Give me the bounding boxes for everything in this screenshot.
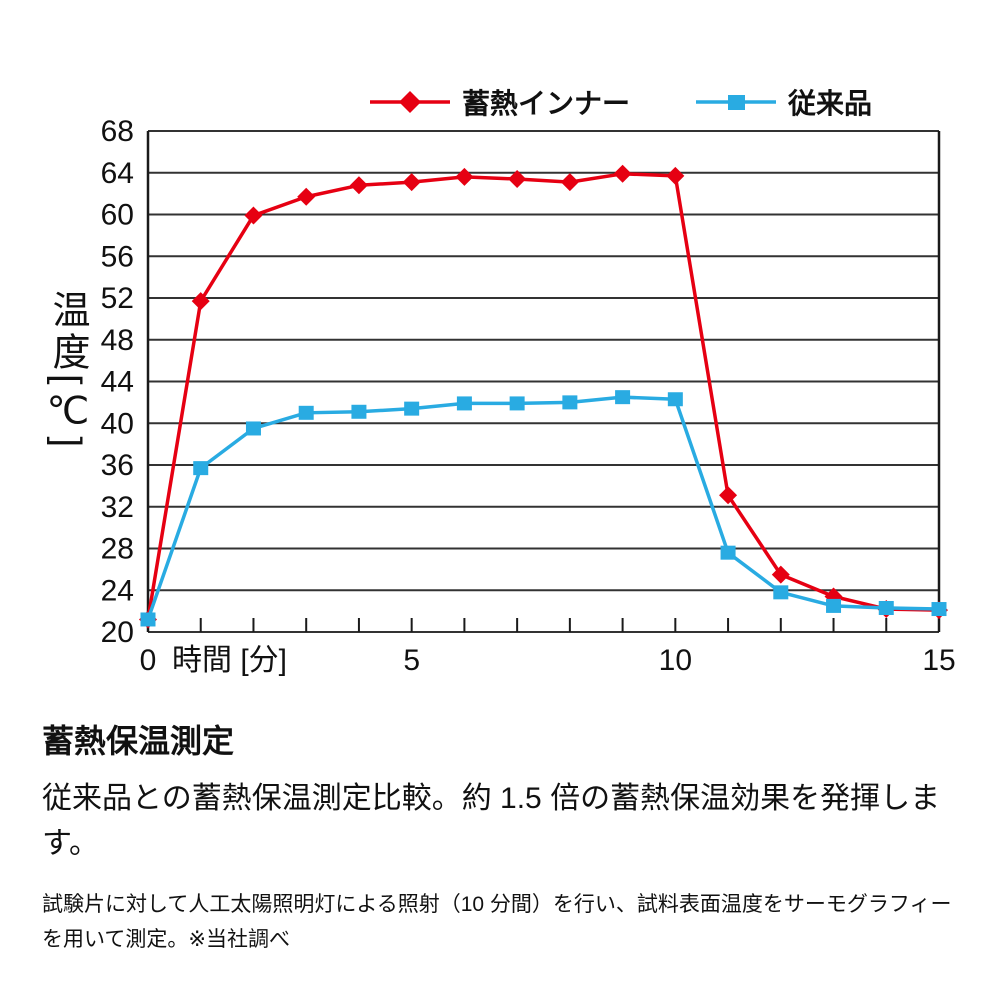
y-tick-label-44: 44 bbox=[101, 366, 134, 399]
chart-legend: 蓄熱インナー 従来品 bbox=[368, 82, 872, 122]
square-marker bbox=[667, 392, 683, 407]
y-tick-label-20: 20 bbox=[101, 616, 134, 649]
legend-diamond bbox=[399, 91, 421, 113]
y-tick-label-32: 32 bbox=[101, 491, 134, 524]
square-marker bbox=[720, 545, 736, 560]
series-line-0 bbox=[146, 172, 940, 620]
square-marker bbox=[404, 401, 420, 416]
diamond-marker bbox=[297, 187, 316, 206]
y-tick-label-60: 60 bbox=[101, 199, 134, 232]
y-tick-label-36: 36 bbox=[101, 449, 134, 482]
diamond-marker bbox=[191, 292, 210, 311]
diamond-marker bbox=[402, 173, 421, 192]
diamond-marker bbox=[455, 167, 474, 186]
square-marker bbox=[456, 396, 472, 411]
square-marker bbox=[826, 598, 842, 613]
legend-red-diamond-line-icon bbox=[370, 91, 450, 113]
diamond-marker bbox=[771, 565, 790, 584]
x-tick-label-10: 10 bbox=[659, 644, 692, 677]
y-tick-label-68: 68 bbox=[101, 115, 134, 148]
caption-title: 蓄熱保温測定 bbox=[42, 723, 235, 759]
diamond-marker bbox=[613, 164, 632, 183]
legend-item-conventional: 従来品 bbox=[694, 82, 872, 122]
diamond-marker bbox=[719, 486, 738, 505]
y-tick-label-40: 40 bbox=[101, 407, 134, 440]
caption-body: 従来品との蓄熱保温測定比較。約 1.5 倍の蓄熱保温効果を発揮します。 bbox=[42, 782, 941, 861]
y-tick-label-24: 24 bbox=[101, 574, 134, 607]
square-marker bbox=[298, 405, 314, 420]
square-marker bbox=[773, 585, 789, 600]
x-axis-title: 時間 [分] bbox=[172, 644, 287, 677]
square-marker bbox=[615, 390, 631, 405]
legend-square bbox=[728, 95, 746, 110]
diamond-marker bbox=[666, 166, 685, 185]
diamond-marker bbox=[560, 173, 579, 192]
x-tick-label-0: 0 bbox=[140, 644, 157, 677]
y-tick-label-48: 48 bbox=[101, 324, 134, 357]
legend-blue-square-line-icon bbox=[696, 95, 777, 110]
caption-footnote: 試験片に対して人工太陽照明灯による照射（10 分間）を行い、試料表面温度をサーモ… bbox=[42, 893, 952, 952]
temperature-line-chart: 20 24 28 32 36 40 44 48 52 56 60 64 68 0 5 10 15 時間 [分] bbox=[101, 115, 956, 677]
diamond-marker bbox=[508, 170, 527, 189]
caption-block: 蓄熱保温測定 従来品との蓄熱保温測定比較。約 1.5 倍の蓄熱保温効果を発揮しま… bbox=[42, 722, 972, 958]
square-marker bbox=[193, 461, 209, 476]
y-tick-label-56: 56 bbox=[101, 240, 134, 273]
diamond-marker bbox=[244, 206, 263, 225]
square-marker bbox=[878, 600, 894, 615]
square-marker bbox=[931, 602, 947, 617]
y-axis-title: 温度[℃] bbox=[46, 290, 88, 452]
y-tick-label-28: 28 bbox=[101, 533, 134, 566]
legend-item-heat-inner: 蓄熱インナー bbox=[368, 82, 630, 122]
square-marker bbox=[562, 395, 578, 410]
square-marker bbox=[140, 612, 156, 627]
y-tick-label-64: 64 bbox=[101, 157, 134, 190]
series-line-1 bbox=[146, 395, 940, 621]
diamond-marker bbox=[349, 176, 368, 195]
square-marker bbox=[351, 404, 367, 419]
square-marker bbox=[509, 396, 525, 411]
x-tick-label-5: 5 bbox=[403, 644, 420, 677]
legend-label-heat-inner: 蓄熱インナー bbox=[462, 88, 631, 119]
x-tick-label-15: 15 bbox=[922, 644, 955, 677]
square-marker bbox=[245, 421, 261, 436]
legend-label-conventional: 従来品 bbox=[788, 88, 873, 119]
y-tick-label-52: 52 bbox=[101, 282, 134, 315]
